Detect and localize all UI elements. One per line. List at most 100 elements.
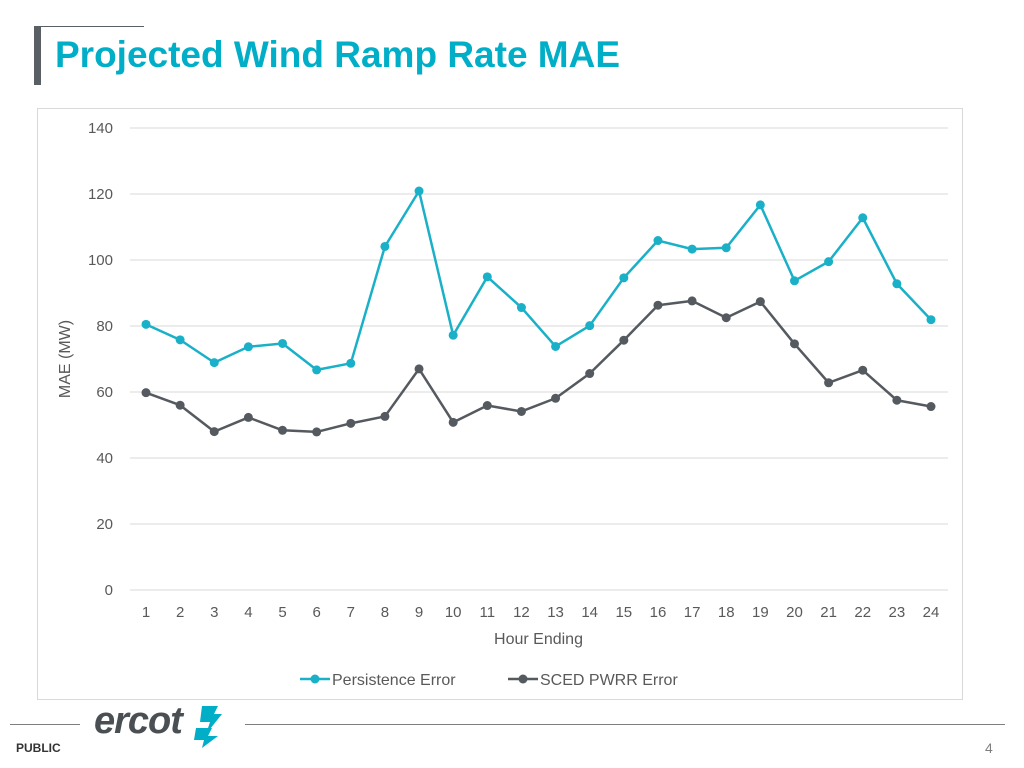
data-point [243, 342, 253, 352]
y-tick-label: 80 [96, 318, 113, 335]
data-point [278, 338, 288, 348]
public-label: PUBLIC [16, 741, 61, 755]
x-tick-label: 17 [684, 604, 701, 621]
data-point [278, 425, 288, 435]
legend-label: Persistence Error [332, 672, 456, 689]
x-tick-label: 16 [650, 604, 667, 621]
data-point [482, 401, 492, 411]
x-tick-label: 9 [415, 604, 423, 621]
legend-marker [310, 674, 320, 684]
x-tick-label: 22 [854, 604, 871, 621]
footer-line-right [245, 724, 1005, 725]
x-tick-label: 3 [210, 604, 218, 621]
x-tick-label: 1 [142, 604, 150, 621]
x-tick-label: 21 [820, 604, 837, 621]
data-point [653, 300, 663, 310]
y-tick-label: 100 [88, 252, 113, 269]
title-accent-bar [34, 27, 41, 85]
data-point [789, 339, 799, 349]
data-point [551, 393, 561, 403]
x-tick-label: 11 [480, 604, 496, 621]
data-point [585, 369, 595, 379]
ercot-logo: ercot [94, 700, 234, 750]
x-tick-label: 24 [923, 604, 940, 621]
data-point [175, 400, 185, 410]
data-point [755, 297, 765, 307]
x-tick-label: 5 [278, 604, 286, 621]
y-tick-label: 20 [96, 516, 113, 533]
data-point [209, 358, 219, 368]
x-tick-label: 13 [547, 604, 564, 621]
data-point [585, 321, 595, 331]
data-point [619, 273, 629, 283]
data-point [892, 279, 902, 289]
chart-frame: 0 20 40 60 80 100 120 140 1 2 3 4 5 6 7 8 9 10 11 12 13 14 15 1… [37, 108, 963, 700]
data-point [687, 244, 697, 254]
data-point [926, 402, 936, 412]
x-axis-title: Hour Ending [494, 631, 583, 648]
series-line [145, 189, 932, 372]
data-point [482, 272, 492, 282]
x-tick-label: 10 [445, 604, 462, 621]
page-title: Projected Wind Ramp Rate MAE [55, 34, 621, 75]
data-point [824, 378, 834, 388]
data-point [516, 303, 526, 313]
y-tick-label: 0 [105, 582, 113, 599]
data-point [312, 427, 322, 437]
data-point [926, 315, 936, 325]
data-point [721, 313, 731, 323]
y-tick-label: 60 [96, 384, 113, 401]
data-point [414, 186, 424, 196]
data-point [789, 276, 799, 286]
data-point [653, 236, 663, 246]
data-point [312, 365, 322, 375]
legend-label: SCED PWRR Error [540, 672, 678, 689]
data-point [551, 341, 561, 351]
data-point [687, 296, 697, 306]
data-point [516, 406, 526, 416]
data-point [448, 417, 458, 427]
data-point [414, 364, 424, 374]
data-point [243, 412, 253, 422]
x-tick-label: 7 [347, 604, 355, 621]
data-point [141, 388, 151, 398]
data-point [175, 335, 185, 345]
data-point [380, 411, 390, 421]
x-tick-label: 4 [244, 604, 252, 621]
data-point [619, 335, 629, 345]
texas-bolt-icon [194, 706, 222, 748]
data-point [858, 365, 868, 375]
data-point [209, 427, 219, 437]
x-tick-label: 8 [381, 604, 389, 621]
data-point [380, 241, 390, 251]
data-point [858, 213, 868, 223]
x-tick-label: 19 [752, 604, 769, 621]
x-tick-label: 20 [786, 604, 803, 621]
data-point [824, 257, 834, 267]
x-tick-label: 2 [176, 604, 184, 621]
data-point [892, 395, 902, 405]
title-top-rule [34, 26, 144, 27]
data-point [346, 358, 356, 368]
x-tick-label: 15 [615, 604, 632, 621]
page-number: 4 [985, 740, 993, 756]
data-point [346, 418, 356, 428]
legend-marker [518, 674, 528, 684]
y-tick-label: 140 [88, 120, 113, 137]
logo-text: ercot [94, 700, 183, 742]
x-tick-label: 14 [581, 604, 598, 621]
data-point [721, 243, 731, 253]
series-line [145, 299, 932, 434]
x-tick-label: 6 [312, 604, 320, 621]
y-axis-title: MAE (MW) [57, 320, 74, 398]
data-point [755, 200, 765, 210]
y-tick-label: 120 [88, 186, 113, 203]
y-tick-label: 40 [96, 450, 113, 467]
footer-line-left [10, 724, 80, 725]
x-tick-label: 12 [513, 604, 530, 621]
data-point [141, 319, 151, 329]
x-tick-label: 18 [718, 604, 735, 621]
x-tick-label: 23 [889, 604, 906, 621]
data-point [448, 330, 458, 340]
